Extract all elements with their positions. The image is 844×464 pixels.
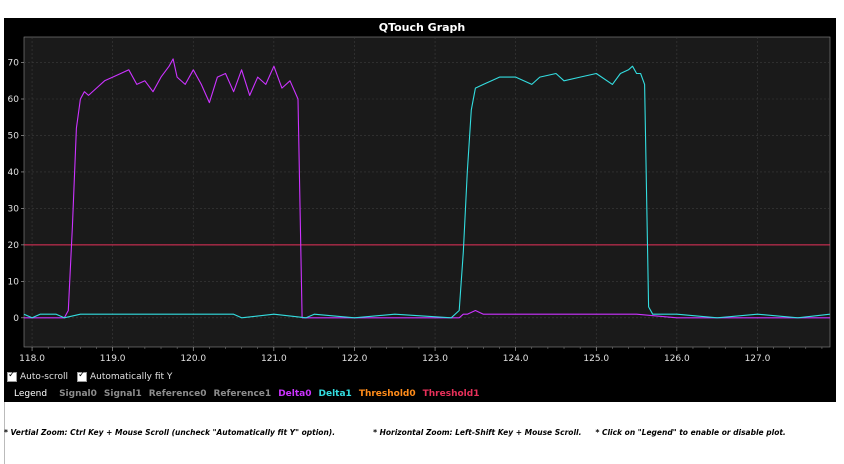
y-tick-label: 10 <box>8 277 20 287</box>
x-tick-label: 124.0 <box>503 354 529 364</box>
x-tick-label: 126.0 <box>664 354 690 364</box>
qtouch-graph[interactable]: QTouch Graph 0 10 20 30 40 50 60 70 118.0 119.0 12… <box>4 18 836 370</box>
legend-item-reference1[interactable]: Reference1 <box>213 389 272 399</box>
x-tick-label: 121.0 <box>261 354 287 364</box>
delta1-series-line <box>23 65 831 319</box>
divider <box>4 402 5 464</box>
legend-items: Signal0 Signal1 Reference0 Reference1 Delta0… <box>59 389 486 399</box>
legend-item-delta1[interactable]: Delta1 <box>318 389 352 399</box>
legend-row: Legend Signal0 Signal1 Reference0 Reference… <box>4 389 486 399</box>
help-hints: * Vertial Zoom: Ctrl Key + Mouse Scroll … <box>4 428 836 437</box>
x-tick-label: 119.0 <box>100 354 126 364</box>
legend-item-threshold1[interactable]: Threshold1 <box>422 389 480 399</box>
x-tick-label: 125.0 <box>583 354 609 364</box>
auto-scroll-checkbox[interactable] <box>7 370 17 382</box>
legend-item-reference0[interactable]: Reference0 <box>148 389 207 399</box>
x-tick-label: 122.0 <box>342 354 368 364</box>
vertical-zoom-hint: * Vertial Zoom: Ctrl Key + Mouse Scroll … <box>4 428 336 437</box>
y-tick-label: 60 <box>8 95 20 105</box>
graph-controls: Auto-scroll Automatically fit Y Legend S… <box>4 370 836 402</box>
x-tick-label: 123.0 <box>422 354 448 364</box>
legend-toggle[interactable]: Legend <box>14 389 48 399</box>
auto-fit-y-checkbox[interactable] <box>76 370 87 382</box>
y-tick-label: 0 <box>13 314 19 324</box>
legend-item-threshold0[interactable]: Threshold0 <box>358 389 416 399</box>
y-tick-label: 70 <box>8 59 20 69</box>
delta0-series-line <box>24 58 830 319</box>
legend-item-signal0[interactable]: Signal0 <box>59 389 97 399</box>
auto-fit-y-label: Automatically fit Y <box>89 372 173 382</box>
y-tick-label: 50 <box>8 131 20 141</box>
x-tick-label: 120.0 <box>180 354 206 364</box>
y-tick-label: 30 <box>8 204 20 214</box>
legend-toggle-hint: * Click on "Legend" to enable or disable… <box>595 428 786 437</box>
options-row: Auto-scroll Automatically fit Y <box>4 370 178 382</box>
x-tick-label: 127.0 <box>745 354 771 364</box>
plot-area[interactable] <box>23 36 831 348</box>
chart-title: QTouch Graph <box>379 21 466 34</box>
y-tick-label: 40 <box>8 168 20 178</box>
legend-item-delta0[interactable]: Delta0 <box>278 389 312 399</box>
series-layer <box>23 58 831 319</box>
horizontal-zoom-hint: * Horizontal Zoom: Left-Shift Key + Mous… <box>373 428 582 437</box>
legend-item-signal1[interactable]: Signal1 <box>103 389 142 399</box>
qtouch-graph-panel: QTouch Graph 0 10 20 30 40 50 60 70 118.0 119.0 12… <box>4 18 836 400</box>
axis-ticks: 0 10 20 30 40 50 60 70 118.0 119.0 120.0 121.0 122.0… <box>8 59 823 364</box>
x-tick-label: 118.0 <box>19 354 45 364</box>
y-tick-label: 20 <box>8 241 20 251</box>
auto-scroll-label: Auto-scroll <box>20 372 68 382</box>
